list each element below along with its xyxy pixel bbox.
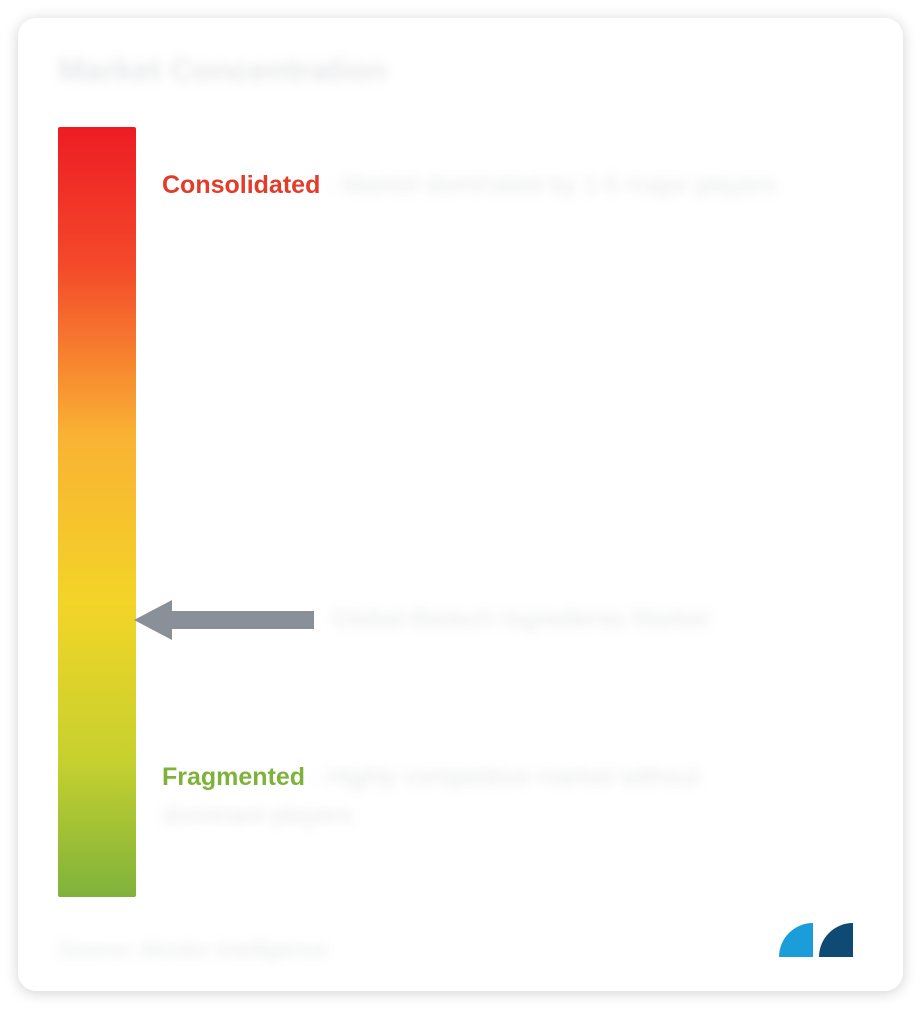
concentration-gradient-bar bbox=[58, 127, 136, 897]
content-row: Consolidated - Market dominated by 1-5 m… bbox=[58, 127, 863, 897]
mordor-logo-icon bbox=[773, 917, 863, 963]
fragmented-desc-2: dominant players bbox=[162, 801, 352, 829]
footer-row: Source: Mordor Intelligence bbox=[58, 917, 863, 963]
card-title: Market Concentration bbox=[58, 52, 863, 89]
info-card: Market Concentration Consolidated - Mark… bbox=[18, 18, 903, 991]
brand-logo bbox=[773, 917, 863, 963]
fragmented-desc-1: - Highly competitive market without bbox=[312, 763, 700, 791]
pointer-label: Global Biotech Ingredients Market bbox=[332, 605, 709, 634]
consolidated-desc: - Market dominated by 1-5 major players bbox=[327, 171, 776, 199]
market-pointer: Global Biotech Ingredients Market bbox=[134, 598, 709, 642]
fragmented-highlight: Fragmented bbox=[162, 763, 305, 791]
source-attribution: Source: Mordor Intelligence bbox=[58, 937, 327, 963]
fragmented-label: Fragmented - Highly competitive market w… bbox=[162, 759, 833, 834]
consolidated-highlight: Consolidated bbox=[162, 171, 320, 199]
consolidated-label: Consolidated - Market dominated by 1-5 m… bbox=[162, 167, 833, 205]
labels-column: Consolidated - Market dominated by 1-5 m… bbox=[162, 127, 863, 897]
arrow-left-icon bbox=[134, 598, 314, 642]
